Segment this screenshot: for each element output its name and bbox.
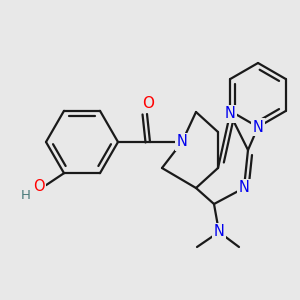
Text: N: N (225, 106, 236, 122)
Text: N: N (253, 119, 263, 134)
Text: N: N (238, 181, 249, 196)
Text: O: O (142, 97, 154, 112)
Text: N: N (214, 224, 224, 239)
Text: O: O (33, 179, 45, 194)
Text: N: N (177, 134, 188, 149)
Text: H: H (21, 189, 31, 202)
